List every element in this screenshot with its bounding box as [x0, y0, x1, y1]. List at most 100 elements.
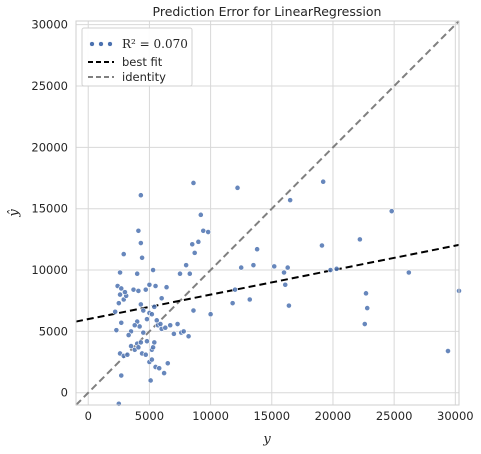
chart-title: Prediction Error for LinearRegression [153, 4, 382, 19]
data-point [120, 251, 127, 257]
x-tick-labels: 0 5000 10000 15000 20000 25000 30000 [85, 409, 474, 423]
data-point [147, 377, 154, 384]
data-point [150, 344, 156, 351]
data-point [137, 240, 144, 246]
data-point [189, 241, 196, 248]
data-point [158, 295, 165, 302]
legend: R² = 0.070 best fit identity [81, 27, 193, 87]
data-point [327, 267, 334, 273]
data-point [137, 301, 144, 308]
data-point [164, 360, 171, 367]
data-point [197, 211, 204, 218]
data-point [405, 269, 412, 276]
data-point [254, 246, 260, 253]
plot-frame [75, 20, 460, 406]
data-point [163, 284, 170, 291]
data-point [361, 321, 368, 327]
data-point [118, 372, 125, 379]
data-point [170, 330, 177, 337]
y-tick-label: 10000 [31, 263, 68, 277]
y-tick-label: 5000 [39, 324, 68, 338]
data-point [124, 351, 131, 358]
data-point [115, 400, 122, 407]
data-point [271, 263, 278, 270]
data-point [112, 308, 119, 315]
best-fit-line [75, 243, 460, 323]
data-point [135, 344, 142, 351]
y-tick-label: 20000 [31, 140, 68, 154]
data-point [388, 208, 395, 215]
data-point [136, 323, 143, 330]
data-point [180, 328, 187, 335]
data-point [161, 370, 168, 377]
y-tick-label: 0 [61, 386, 68, 400]
data-point [128, 343, 134, 350]
data-point [142, 286, 149, 293]
data-point [162, 324, 169, 331]
data-point [319, 242, 325, 249]
data-point [137, 192, 144, 199]
data-point [152, 283, 159, 289]
data-point [183, 262, 190, 269]
data-point [135, 288, 142, 294]
data-point [130, 286, 137, 293]
data-point [174, 321, 181, 327]
data-point [195, 238, 202, 245]
data-point [284, 264, 291, 271]
y-tick-label: 30000 [31, 18, 68, 32]
data-point [148, 311, 155, 318]
data-point [146, 281, 153, 288]
data-point [151, 303, 158, 310]
x-tick-label: 10000 [192, 409, 229, 423]
data-point [232, 286, 238, 293]
data-point [139, 254, 145, 261]
data-point [250, 262, 257, 269]
data-point [191, 249, 198, 256]
data-point [135, 227, 142, 234]
data-point [363, 290, 369, 297]
legend-label-best-fit: best fit [122, 55, 163, 69]
data-point [190, 180, 197, 186]
data-point [122, 289, 128, 296]
data-point [281, 269, 287, 276]
data-point [115, 300, 122, 307]
data-point [229, 300, 236, 307]
data-point [118, 319, 125, 326]
x-axis-label: y [262, 432, 271, 447]
x-tick-label: 20000 [315, 409, 352, 423]
legend-point-dot [98, 41, 104, 47]
data-point [287, 197, 294, 204]
data-point [185, 333, 192, 340]
data-point [148, 356, 155, 363]
data-point [140, 329, 147, 336]
scatter-points [112, 178, 462, 407]
data-point [157, 321, 164, 327]
data-point [333, 265, 340, 272]
x-tick-label: 30000 [437, 409, 474, 423]
data-point [117, 291, 123, 298]
data-point [140, 307, 147, 314]
legend-point-dot [107, 41, 113, 47]
data-point [151, 339, 158, 346]
legend-label-r2: R² = 0.070 [122, 37, 188, 51]
x-tick-label: 25000 [376, 409, 413, 423]
data-point [238, 264, 245, 271]
x-tick-label: 5000 [135, 409, 164, 423]
best-fit-line-layer [75, 243, 460, 323]
data-point [205, 229, 212, 235]
data-point [356, 236, 363, 243]
data-point [200, 227, 207, 234]
data-point [286, 302, 292, 309]
y-tick-label: 15000 [31, 202, 68, 216]
x-tick-label: 15000 [253, 409, 290, 423]
data-point [177, 270, 183, 277]
data-point [134, 270, 141, 277]
data-point [445, 348, 451, 354]
data-point [131, 322, 138, 329]
grid-lines [76, 21, 459, 405]
data-point [150, 267, 156, 273]
y-tick-labels: 0 5000 10000 15000 20000 25000 30000 [31, 18, 68, 400]
data-point [167, 322, 174, 329]
data-point [117, 269, 123, 276]
